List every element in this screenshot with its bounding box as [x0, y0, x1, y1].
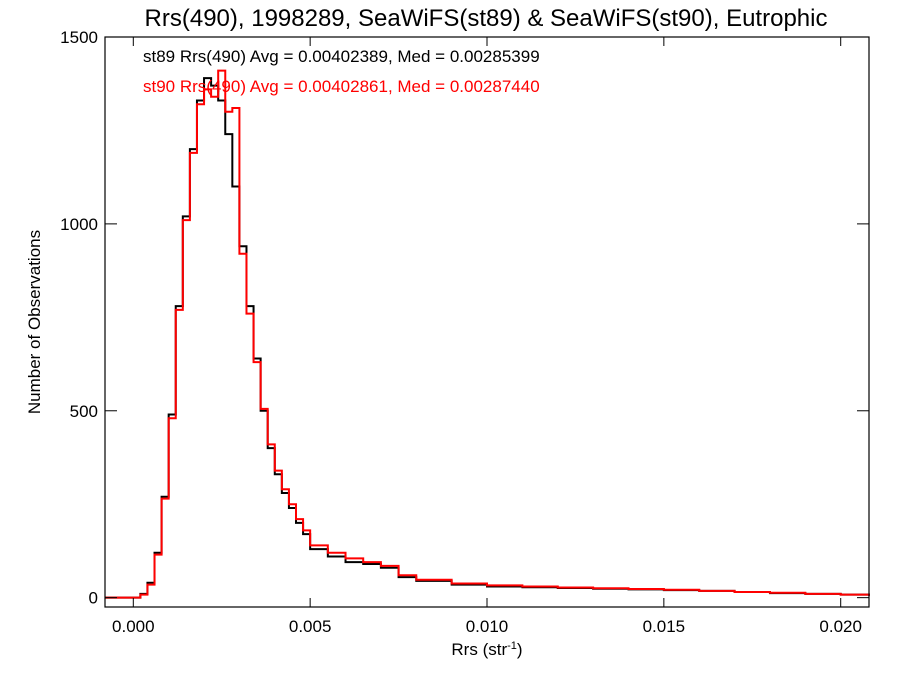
series-line-0 [105, 77, 870, 599]
y-tick-label: 0 [89, 589, 98, 608]
chart-title: Rrs(490), 1998289, SeaWiFS(st89) & SeaWi… [145, 5, 828, 32]
plot-frame [104, 36, 870, 608]
y-axis-label: Number of Observations [25, 230, 44, 414]
x-tick-label: 0.000 [112, 617, 155, 636]
y-tick-label: 1500 [60, 28, 98, 47]
x-axis-label-close: ) [517, 640, 523, 659]
x-axis-label: Rrs (str-1) [451, 640, 522, 659]
x-tick-label: 0.005 [289, 617, 332, 636]
y-tick-label: 1000 [60, 215, 98, 234]
series-line-1 [105, 69, 870, 599]
x-tick-label: 0.015 [643, 617, 686, 636]
x-tick-label: 0.020 [819, 617, 862, 636]
legend-st89: st89 Rrs(490) Avg = 0.00402389, Med = 0.… [143, 47, 540, 66]
x-axis-label-sup: -1 [507, 640, 517, 652]
tick-layer: 0.000 0.005 0.010 0.015 0.020 0 500 1000 1500 [60, 28, 869, 636]
legend-st90: st90 Rrs(490) Avg = 0.00402861, Med = 0.… [143, 77, 540, 96]
x-tick-label: 0.010 [466, 617, 509, 636]
series-layer [105, 69, 870, 599]
y-tick-label: 500 [70, 402, 98, 421]
x-axis-label-main: Rrs (str [451, 640, 507, 659]
